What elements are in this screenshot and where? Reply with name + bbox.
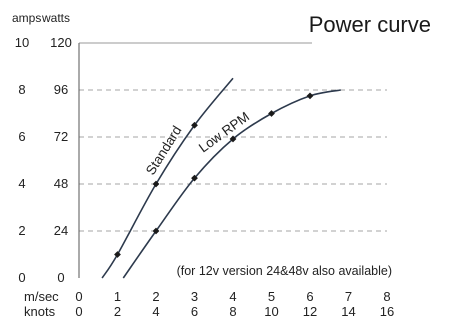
watts-tick-96: 96 [54,82,68,97]
series-label-low-rpm: Low RPM [196,109,252,156]
series-label-standard: Standard [143,123,185,177]
ms-tick-7: 7 [345,289,352,304]
amps-tick-4: 4 [18,176,25,191]
ms-tick-8: 8 [383,289,390,304]
ms-tick-4: 4 [229,289,236,304]
voltage-note: (for 12v version 24&48v also available) [177,264,392,278]
ms-tick-2: 2 [152,289,159,304]
marker-low-rpm-0 [152,227,160,235]
marker-low-rpm-2 [229,135,237,143]
knots-tick-2: 2 [114,304,121,319]
marker-standard-0 [114,251,121,258]
marker-standard-1 [152,180,160,188]
ms-tick-0: 0 [75,289,82,304]
knots-tick-12: 12 [303,304,317,319]
knots-tick-10: 10 [264,304,278,319]
marker-low-rpm-4 [306,92,314,100]
marker-standard-2 [191,121,198,129]
ms-tick-6: 6 [306,289,313,304]
chart-title: Power curve [309,12,431,37]
watts-tick-48: 48 [54,176,68,191]
amps-unit-label: amps [12,11,41,25]
ms-tick-3: 3 [191,289,198,304]
gridlines [79,89,387,232]
marker-low-rpm-3 [268,110,275,117]
amps-tick-2: 2 [18,223,25,238]
knots-tick-4: 4 [152,304,159,319]
knots-tick-8: 8 [229,304,236,319]
watts-unit-label: watts [41,11,70,25]
y-tick-labels: 0 0 2 24 4 48 6 72 8 96 10 120 [15,35,72,285]
series-lines [101,77,341,279]
series-line-standard [101,77,234,279]
watts-tick-0: 0 [57,270,64,285]
amps-tick-10: 10 [15,35,29,50]
watts-tick-120: 120 [50,35,72,50]
ms-tick-5: 5 [268,289,275,304]
amps-tick-0: 0 [18,270,25,285]
marker-low-rpm-1 [191,174,198,182]
watts-tick-24: 24 [54,223,68,238]
knots-row-label: knots [24,304,56,319]
speed-row-label: m/sec [24,289,59,304]
watts-tick-72: 72 [54,129,68,144]
axes [78,42,312,278]
knots-tick-16: 16 [380,304,394,319]
amps-tick-6: 6 [18,129,25,144]
amps-tick-8: 8 [18,82,25,97]
ms-tick-1: 1 [114,289,121,304]
knots-tick-6: 6 [191,304,198,319]
knots-tick-0: 0 [75,304,82,319]
knots-tick-14: 14 [341,304,355,319]
series-markers [114,92,314,258]
